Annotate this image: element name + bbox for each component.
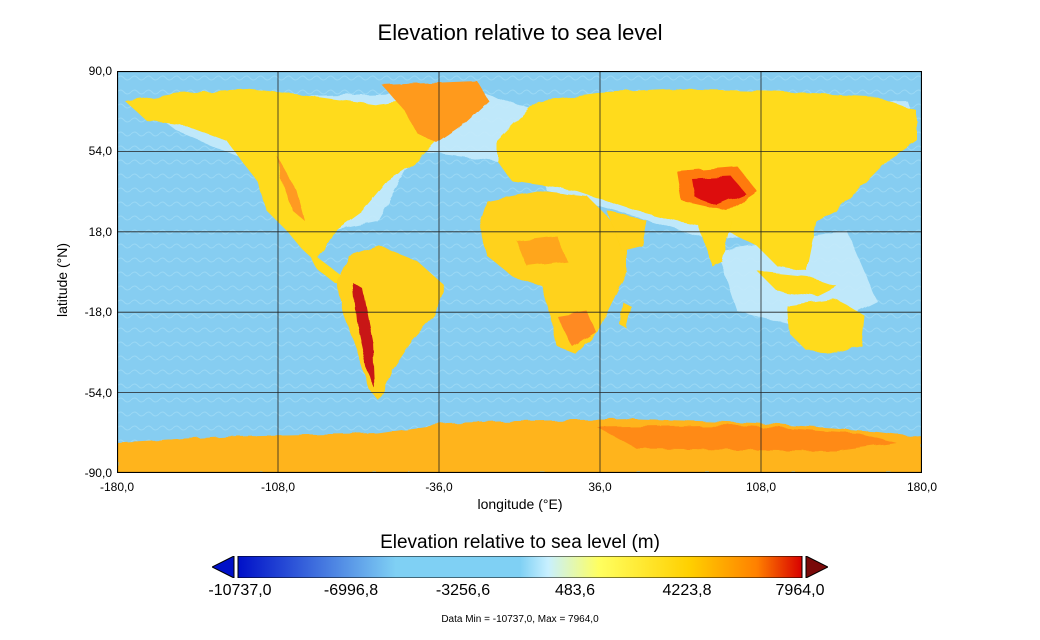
colorbar-min-arrow [210, 555, 235, 579]
xtick-label: 108,0 [745, 480, 777, 494]
colorbar-tick-label: 4223,8 [662, 582, 712, 599]
chart-title: Elevation relative to sea level [377, 20, 663, 45]
greenland [382, 81, 489, 143]
colorbar-title: Elevation relative to sea level (m) [380, 532, 660, 553]
x-axis-label: longitude (°E) [477, 496, 563, 512]
colorbar-gradient [237, 555, 803, 579]
plot-frame [117, 71, 922, 473]
ytick-label: -54,0 [84, 386, 112, 400]
xtick-label: -108,0 [260, 480, 296, 494]
ytick-label: -90,0 [84, 466, 112, 480]
xtick-label: 180,0 [906, 480, 938, 494]
y-axis-label: latitude (°N) [54, 242, 70, 318]
colorbar [210, 555, 830, 579]
ytick-label: 90,0 [88, 64, 112, 78]
south-america [337, 246, 445, 401]
tibetan-plateau [692, 177, 745, 205]
ytick-label: 54,0 [88, 144, 112, 158]
data-range-note: Data Min = -10737,0, Max = 7964,0 [441, 614, 599, 625]
xtick-label: -36,0 [425, 480, 453, 494]
colorbar-tick-label: 483,6 [554, 582, 596, 599]
colorbar-tick-label: -6996,8 [323, 582, 379, 599]
ytick-label: 18,0 [88, 225, 112, 239]
ytick-label: -18,0 [84, 305, 112, 319]
xtick-label: 36,0 [588, 480, 612, 494]
andes [353, 283, 375, 389]
map-plot-area[interactable] [117, 71, 922, 473]
colorbar-max-arrow [805, 555, 830, 579]
colorbar-tick-label: -3256,6 [435, 582, 491, 599]
elevation-map [117, 71, 922, 473]
grid-lines [117, 71, 922, 473]
colorbar-tick-label: 7964,0 [775, 582, 825, 599]
colorbar-tick-label: -10737,0 [208, 582, 272, 599]
xtick-label: -180,0 [99, 480, 135, 494]
